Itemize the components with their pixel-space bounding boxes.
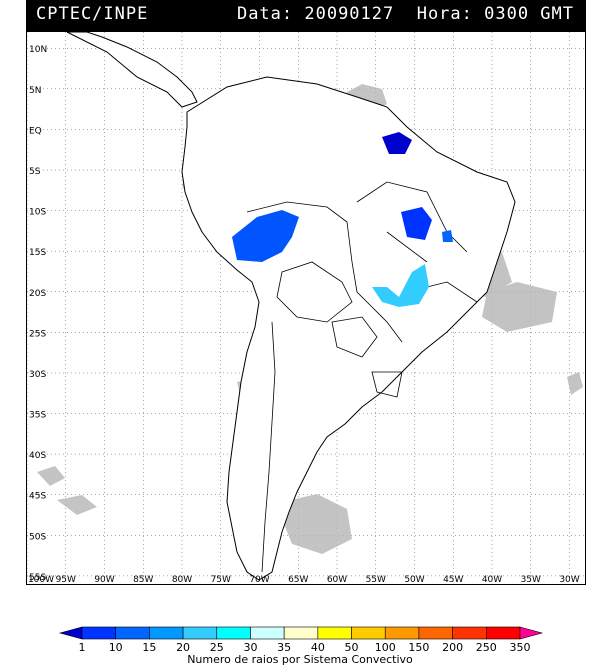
lightning-systems (232, 132, 453, 307)
legend-swatch (384, 626, 420, 640)
longitude-label: 100W (28, 575, 54, 584)
legend-swatch (216, 626, 251, 640)
legend-value-labels: 1 10 15 20 25 30 35 40 50 100 150 200 250 350 (79, 641, 531, 654)
cloud-atlantic (567, 372, 583, 395)
date-time-label: Data: 20090127 Hora: 0300 GMT (236, 4, 574, 24)
border-paraguay (331, 316, 378, 358)
south-america-outline (181, 76, 516, 581)
longitude-label: 30W (559, 575, 579, 584)
cloud-southeast-ocean (482, 282, 557, 332)
map-header: CPTEC/INPE Data: 20090127 Hora: 0300 GMT (26, 0, 586, 31)
legend-value: 100 (375, 641, 396, 654)
system-bahia-small (442, 230, 453, 242)
latitude-label: 40S (29, 451, 46, 461)
legend-swatch (317, 626, 352, 640)
legend-value: 25 (210, 641, 224, 654)
legend-swatch (519, 626, 544, 640)
legend-value: 200 (442, 641, 463, 654)
system-amazon-west (232, 210, 299, 262)
latitude-label: 20S (29, 289, 46, 299)
legend-swatch (81, 626, 116, 640)
latitude-label: 10N (29, 45, 47, 55)
longitude-label: 60W (327, 575, 347, 584)
latitude-label: 5N (29, 86, 41, 96)
legend-value: 10 (109, 641, 123, 654)
legend-swatch (149, 626, 184, 640)
legend-value: 30 (243, 641, 257, 654)
longitude-label: 95W (56, 575, 76, 584)
longitude-label: 35W (521, 575, 541, 584)
cloud-south-pacific (37, 466, 97, 515)
latitude-label: 30S (29, 370, 46, 380)
legend-swatch (452, 626, 487, 640)
landmass (66, 31, 516, 581)
longitude-label: 75W (211, 575, 231, 584)
latitude-label: 10S (29, 208, 46, 218)
longitude-label: 70W (249, 575, 269, 584)
legend-swatches (58, 626, 544, 640)
legend-value: 150 (408, 641, 429, 654)
legend-value: 15 (142, 641, 156, 654)
legend-swatch (486, 626, 521, 640)
legend-colorbar: 1 10 15 20 25 30 35 40 50 100 150 200 250 350 (58, 626, 544, 654)
border-argentina-chile (261, 321, 276, 573)
system-tocantins (401, 207, 432, 240)
longitude-label: 90W (94, 575, 114, 584)
legend-value: 40 (311, 641, 325, 654)
legend-swatch (115, 626, 150, 640)
cloud-patagonia (282, 494, 352, 554)
longitude-label: 80W (172, 575, 192, 584)
legend-value: 35 (277, 641, 291, 654)
longitude-label: 40W (482, 575, 502, 584)
legend-value: 350 (510, 641, 531, 654)
longitude-label: 50W (404, 575, 424, 584)
latitude-label: 5S (29, 167, 41, 177)
longitude-label: 65W (288, 575, 308, 584)
legend-swatch (283, 626, 319, 640)
legend-caption: Numero de raios por Sistema Convectivo (187, 653, 413, 666)
latitude-label: 15S (29, 248, 46, 258)
latitude-labels: 10N 5N EQ 5S 10S 15S 20S 25S 30S 35S 40S 45S 50S 55S (29, 45, 47, 583)
legend-value: 1 (79, 641, 86, 654)
legend-value: 250 (476, 641, 497, 654)
map-canvas: 10N5NEQ5S10S15S20S25S30S35S40S45S50S55S … (26, 31, 585, 585)
central-america-outline (66, 31, 198, 108)
legend-swatch (250, 626, 285, 640)
longitude-label: 85W (133, 575, 153, 584)
legend-value: 50 (345, 641, 359, 654)
border-brazil-west (246, 201, 403, 343)
legend-value: 20 (176, 641, 190, 654)
legend-swatch (351, 626, 386, 640)
border-bolivia (276, 261, 353, 323)
latitude-label: EQ (29, 126, 42, 136)
latitude-label: 50S (29, 532, 46, 542)
legend-swatch (58, 626, 83, 640)
longitude-label: 45W (443, 575, 463, 584)
legend-swatch (418, 626, 453, 640)
longitude-labels: 100W 95W 90W 85W 80W 75W 70W 65W 60W 55W 50W 45W 40W… (28, 575, 580, 585)
system-minas-goias (372, 264, 429, 307)
latitude-label: 45S (29, 492, 46, 502)
border-uruguay (371, 371, 403, 398)
latitude-label: 25S (29, 329, 46, 339)
legend-swatch (182, 626, 218, 640)
latitude-label: 35S (29, 411, 46, 421)
longitude-label: 55W (366, 575, 386, 584)
map-frame: 10N 5N EQ 5S 10S 15S 20S 25S 30S 35S 40S 45S 50S 55S … (26, 31, 586, 585)
system-para-north (382, 132, 412, 154)
source-label: CPTEC/INPE (36, 4, 149, 24)
latitude-label: 55S (29, 573, 46, 583)
